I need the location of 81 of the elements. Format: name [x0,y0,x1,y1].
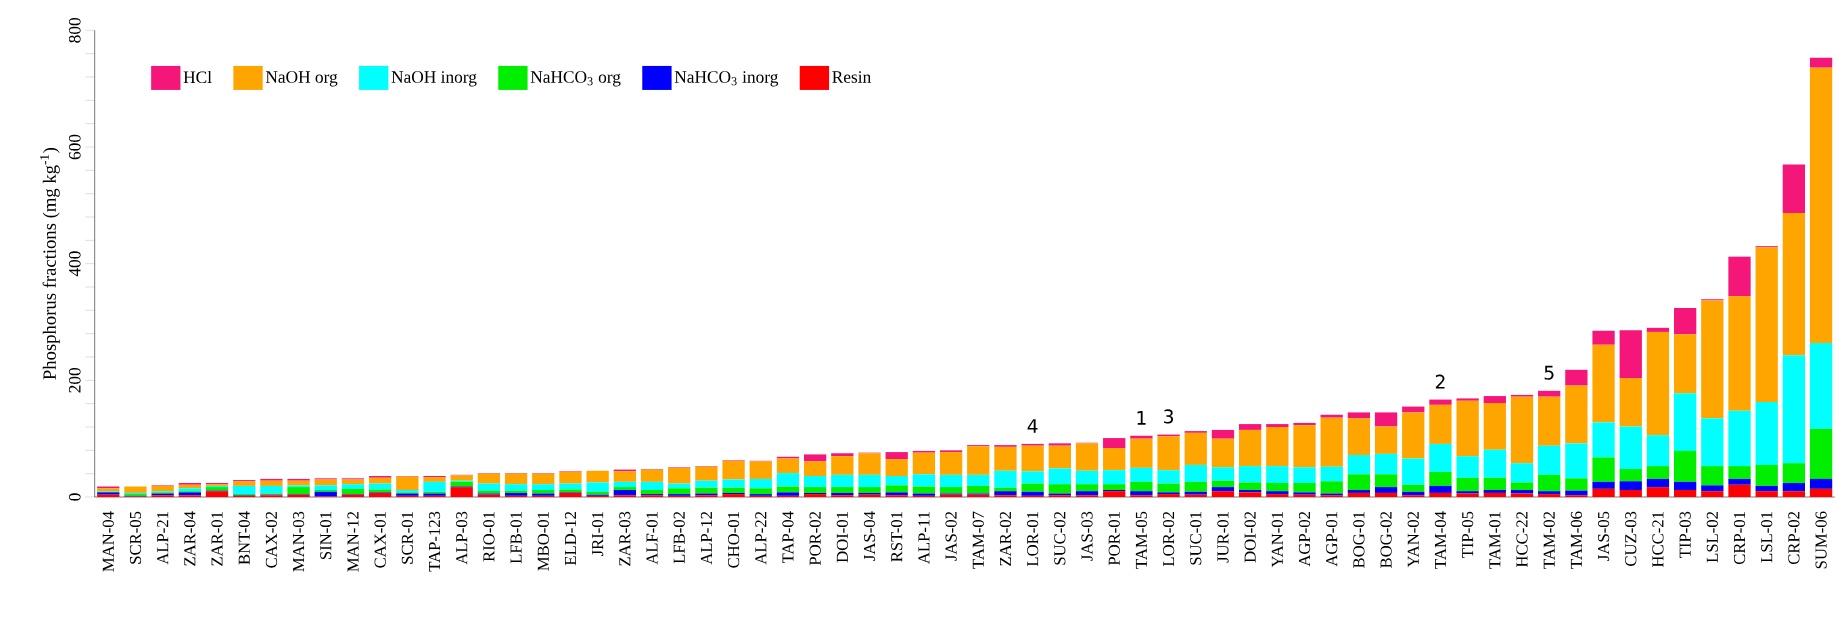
x-tick-label: CAX-01 [374,512,386,568]
x-tick-label: CRP-02 [1788,511,1800,565]
x-tick-label: CAX-02 [265,511,278,568]
x-tick-label: MAN-12 [347,511,359,572]
x-tick-label: SUC-02 [1054,511,1066,565]
x-tick-label: JAS-02 [945,511,957,561]
x-tick-label: SCR-05 [129,511,142,564]
x-tick-label: RIO-01 [483,512,495,562]
annotation: 3 [1164,409,1174,424]
x-tick-label: DOI-01 [836,512,848,563]
x-tick-label: ALP-12 [700,511,712,565]
x-tick-label: JAS-03 [1081,511,1093,561]
x-tick-label: CRP-01 [1733,512,1746,565]
x-tick-label: MBO-01 [537,512,549,571]
x-tick-label: TAM-04 [1434,511,1447,569]
x-tick-label: LSL-02 [1706,511,1718,563]
x-tick-label: CHO-01 [727,512,740,568]
legend-label: NaOH inorg [391,71,477,87]
x-tick-label: TAM-06 [1570,511,1583,569]
legend-label: HCl [183,70,212,84]
x-tick-label: ALP-21 [157,512,169,565]
x-tick-label: LSL-01 [1761,512,1773,563]
annotation: 2 [1435,374,1445,389]
legend-label: NaHCO$_{3}$ org [530,71,621,87]
x-tick-label: ZAR-01 [211,512,223,566]
legend-label: Resin [832,71,871,83]
x-tick-label: CUZ-03 [1625,511,1637,566]
x-tick-label: LFB-02 [673,511,685,564]
x-tick-label: HCC-21 [1652,512,1664,568]
legend-label: NaHCO$_{3}$ inorg [674,71,779,87]
x-tick-label: JUR-01 [1217,512,1229,563]
x-tick-label: JAS-04 [863,511,876,561]
x-tick-label: TAP-04 [782,511,794,564]
y-tick-label: 200 [68,367,81,393]
x-tick-label: RST-01 [891,512,903,562]
x-tick-label: ZAR-02 [999,511,1012,566]
x-tick-label: MAN-03 [292,511,305,572]
annotation: 1 [1137,411,1146,425]
x-tick-label: AGP-02 [1298,511,1311,567]
x-tick-label: SIN-01 [320,512,332,560]
y-tick-label: 0 [68,493,81,501]
legend-label: NaOH org [265,71,338,87]
x-tick-label: TAM-07 [972,511,984,569]
x-tick-label: TIP-05 [1462,511,1474,558]
x-tick-label: TAM-05 [1135,511,1148,569]
x-tick-label: ELD-12 [564,511,576,566]
x-tick-label: ALP-03 [456,511,468,565]
x-tick-label: TIP-03 [1679,511,1691,558]
x-tick-label: DOI-02 [1244,511,1256,563]
x-tick-label: ZAR-04 [184,511,196,566]
annotation: 5 [1544,365,1554,380]
x-tick-label: ZAR-03 [619,511,631,566]
x-tick-label: SCR-01 [401,512,413,564]
x-tick-label: LFB-01 [510,512,522,564]
x-tick-label: JRI-01 [592,512,604,557]
x-tick-label: BOG-02 [1380,511,1392,568]
x-tick-label: SUM-06 [1815,511,1827,569]
x-tick-label: POR-01 [1108,512,1120,566]
x-tick-label: POR-02 [809,511,821,566]
x-tick-label: BOG-01 [1353,512,1365,568]
x-tick-label: TAM-02 [1543,511,1555,569]
y-tick-label: 600 [68,134,81,160]
y-axis-title: Phosphorus fractions (mg kg$^{-1}$) [40,148,60,380]
x-tick-label: LOR-02 [1162,511,1175,567]
x-tick-label: ALF-01 [646,512,658,565]
x-tick-label: AGP-01 [1326,512,1338,567]
x-tick-label: YAN-02 [1407,511,1419,568]
x-tick-label: TAM-01 [1489,512,1501,569]
x-tick-label: MAN-04 [102,511,114,572]
x-tick-label: SUC-01 [1190,512,1202,565]
x-tick-label: ALP-11 [918,512,930,564]
x-tick-label: TAP-123 [428,511,441,572]
x-tick-label: HCC-22 [1516,511,1528,568]
annotation: 4 [1027,419,1038,433]
x-tick-label: BNT-04 [238,511,250,565]
y-tick-label: 400 [68,251,81,277]
x-tick-label: LOR-01 [1027,512,1039,567]
y-tick-label: 800 [68,17,81,43]
x-tick-label: JAS-05 [1597,511,1610,561]
x-tick-label: YAN-01 [1271,512,1283,568]
x-tick-label: ALP-22 [755,511,767,565]
